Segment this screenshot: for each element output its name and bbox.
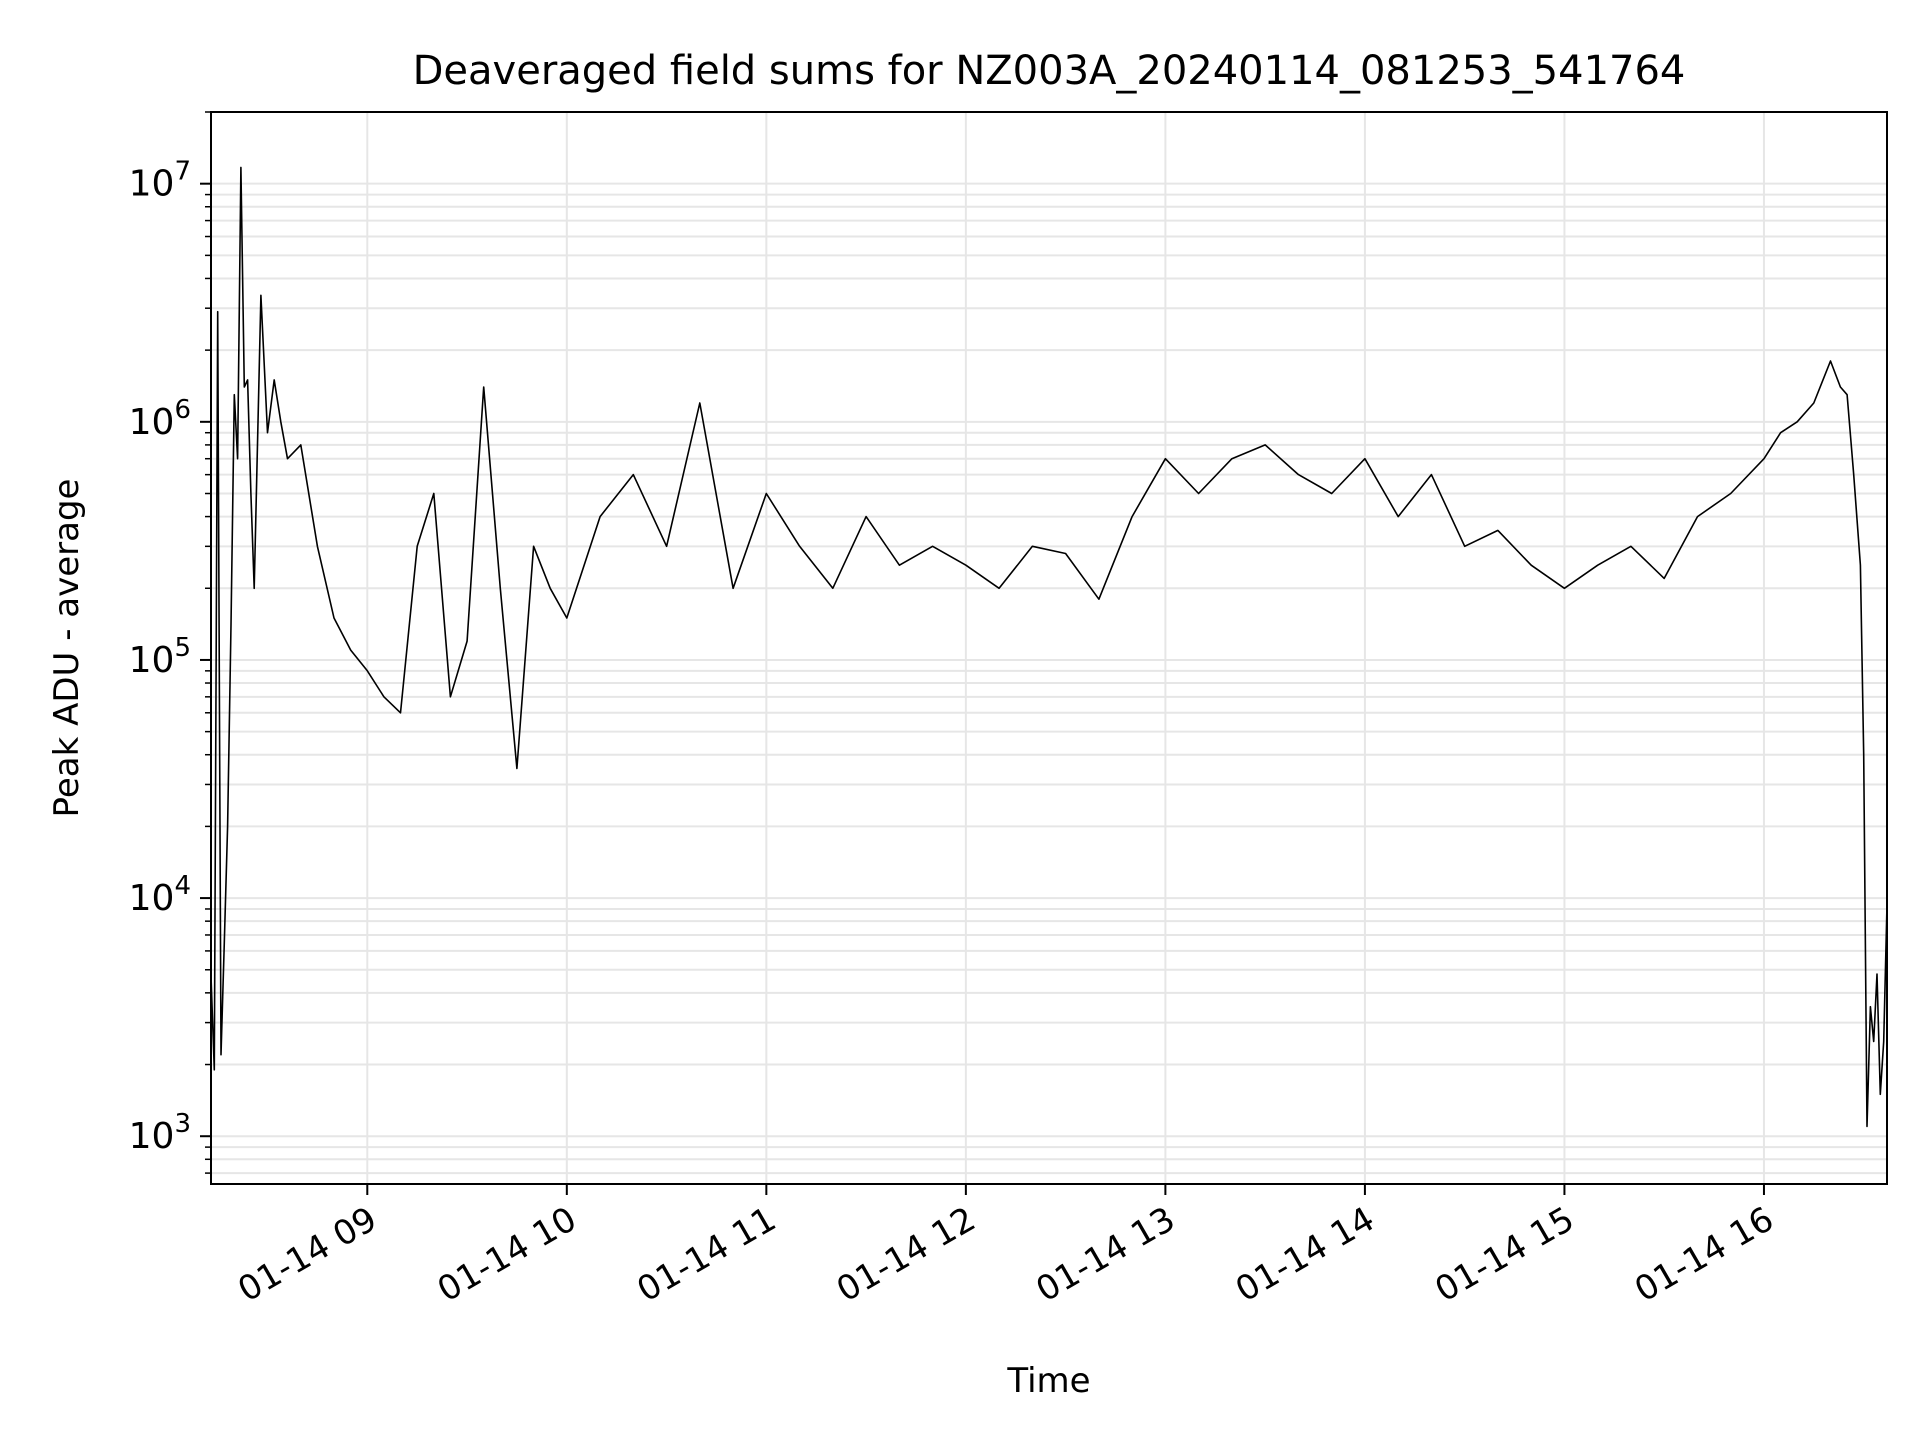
y-axis-label: Peak ADU - average bbox=[47, 479, 87, 818]
series-line bbox=[210, 166, 1888, 1128]
x-axis-label: Time bbox=[1006, 1361, 1090, 1401]
y-tick-label: 103 bbox=[129, 1109, 191, 1157]
y-tick-label: 105 bbox=[129, 633, 191, 681]
y-tick-label: 104 bbox=[129, 871, 191, 919]
plot-area-frame bbox=[210, 111, 1888, 1185]
data-series bbox=[210, 166, 1888, 1128]
chart-title: Deaveraged field sums for NZ003A_2024011… bbox=[413, 48, 1686, 94]
y-tick-label: 106 bbox=[129, 395, 191, 443]
y-tick-label: 107 bbox=[129, 157, 191, 205]
